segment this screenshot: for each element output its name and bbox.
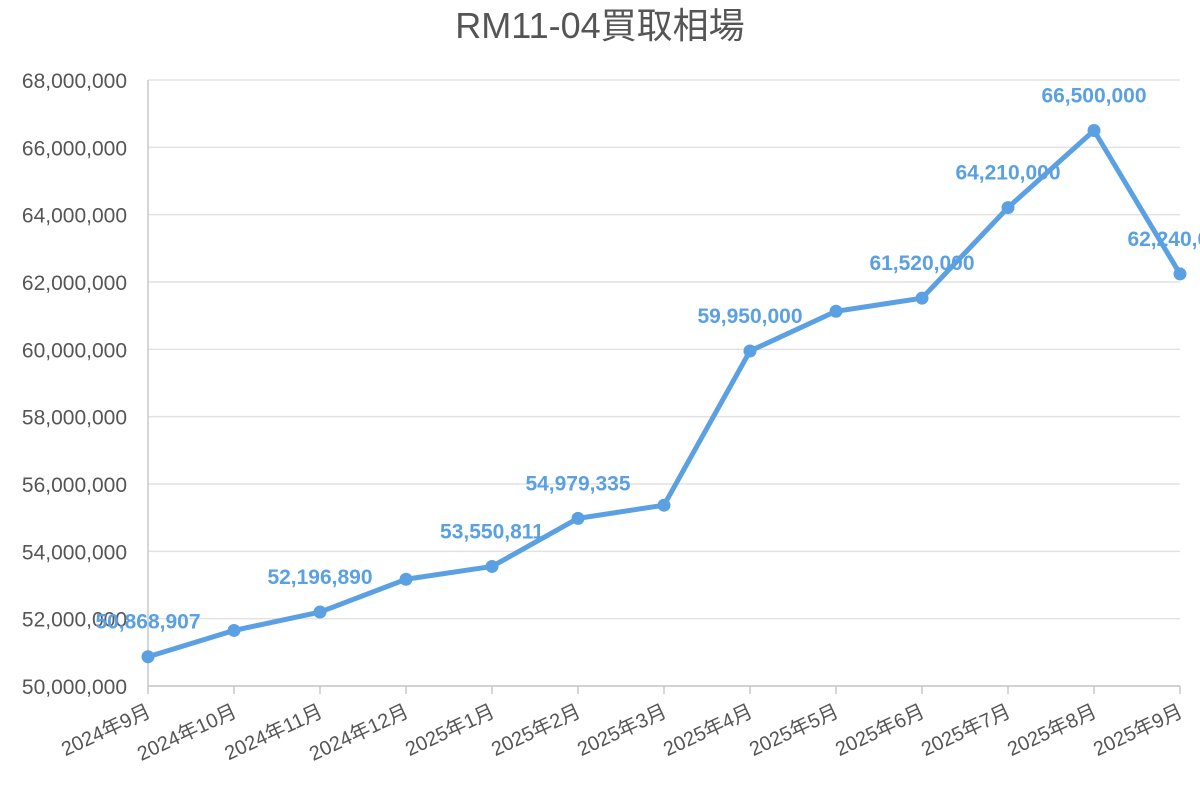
y-tick-label: 68,000,000 <box>22 70 127 93</box>
x-tick-label: 2025年8月 <box>1004 700 1100 761</box>
data-point <box>657 498 671 512</box>
data-point <box>1087 124 1101 137</box>
x-tick-label: 2024年10月 <box>134 700 240 766</box>
data-point <box>227 623 241 637</box>
data-point <box>1001 201 1015 215</box>
data-label: 59,950,000 <box>697 305 802 328</box>
y-tick-label: 62,000,000 <box>22 272 127 295</box>
data-label: 61,520,000 <box>869 252 974 275</box>
data-label: 52,196,890 <box>267 566 372 589</box>
y-tick-label: 66,000,000 <box>22 137 127 160</box>
data-labels: 50,868,907 52,196,890 53,550,811 54,979,335… <box>95 85 1200 634</box>
data-point <box>829 304 843 318</box>
data-label: 54,979,335 <box>525 472 630 495</box>
data-point <box>571 511 585 525</box>
data-point <box>1173 267 1187 281</box>
data-label: 62,240,000 <box>1127 228 1200 251</box>
x-tick-label: 2025年2月 <box>488 700 584 761</box>
x-tick-label: 2025年4月 <box>660 700 756 761</box>
x-tick-label: 2024年12月 <box>306 700 412 766</box>
data-point <box>141 650 155 664</box>
x-tick-label: 2025年6月 <box>832 700 928 761</box>
x-tick-label: 2025年1月 <box>402 700 498 761</box>
data-point <box>915 291 929 305</box>
x-tick-label: 2025年3月 <box>574 700 670 761</box>
series-points <box>141 124 1187 664</box>
y-tick-label: 52,000,000 <box>22 609 127 632</box>
y-tick-label: 58,000,000 <box>22 407 127 430</box>
grid-lines <box>148 79 1180 687</box>
data-point <box>743 344 757 358</box>
y-tick-label: 54,000,000 <box>22 541 127 564</box>
data-label: 66,500,000 <box>1041 85 1146 108</box>
y-tick-label: 64,000,000 <box>22 205 127 228</box>
data-point <box>485 559 499 573</box>
data-point <box>399 572 413 586</box>
x-tick-label: 2025年7月 <box>918 700 1014 761</box>
data-point <box>313 605 327 619</box>
y-tick-label: 60,000,000 <box>22 339 127 362</box>
y-axis-ticks: 50,000,000 52,000,000 54,000,000 56,000,000… <box>22 70 127 699</box>
x-axis-ticks: 2024年9月2024年10月2024年11月2024年12月2025年1月20… <box>58 686 1186 766</box>
data-label: 50,868,907 <box>95 611 200 634</box>
data-label: 53,550,811 <box>440 520 544 543</box>
chart-title: RM11-04買取相場 <box>455 5 744 46</box>
x-tick-label: 2025年9月 <box>1090 700 1186 761</box>
y-tick-label: 56,000,000 <box>22 474 127 497</box>
x-tick-label: 2025年5月 <box>746 700 842 761</box>
data-label: 64,210,000 <box>955 162 1060 185</box>
y-tick-label: 50,000,000 <box>22 676 127 699</box>
